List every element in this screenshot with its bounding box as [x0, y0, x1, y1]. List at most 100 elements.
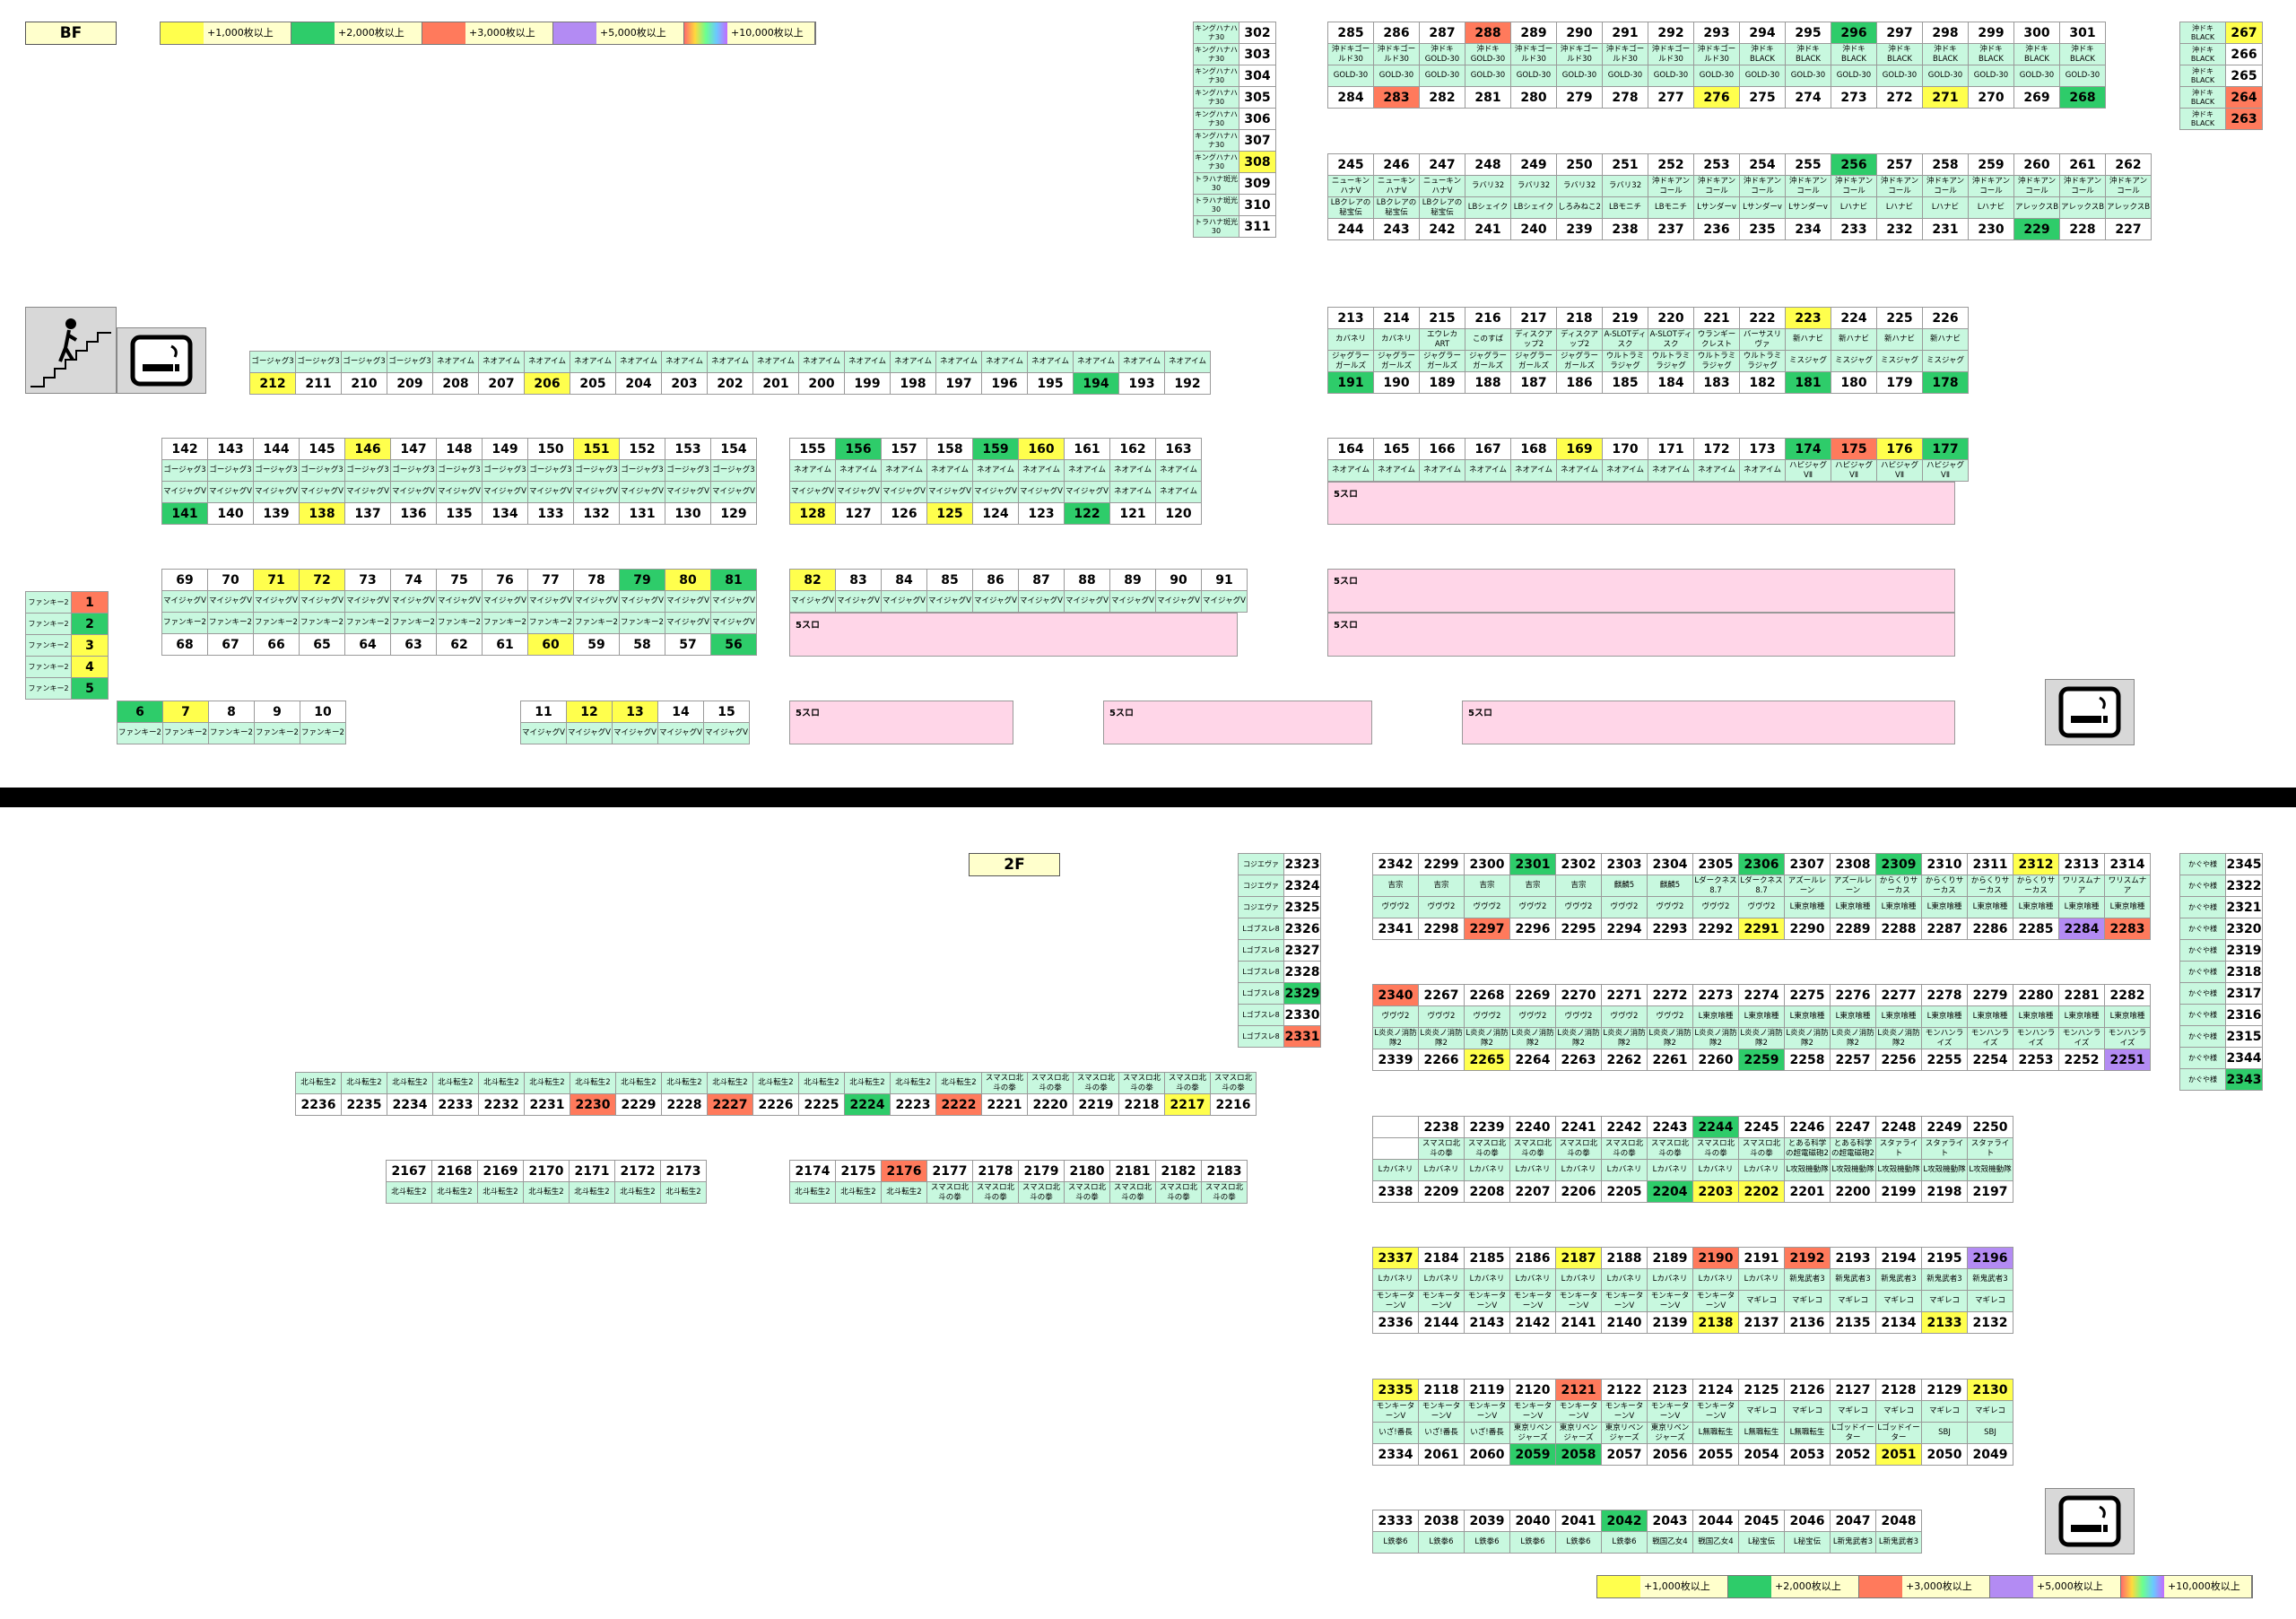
- machine-number[interactable]: 2304: [1647, 853, 1693, 875]
- machine-number[interactable]: 58: [619, 633, 665, 656]
- machine-number[interactable]: 193: [1118, 372, 1165, 395]
- machine-number[interactable]: 218: [1556, 307, 1603, 329]
- machine-number[interactable]: 2227: [707, 1093, 753, 1116]
- machine-number[interactable]: 2187: [1555, 1247, 1602, 1269]
- machine-number[interactable]: 183: [1693, 371, 1740, 394]
- machine-number[interactable]: 289: [1510, 22, 1557, 44]
- machine-number[interactable]: 86: [972, 569, 1019, 591]
- machine-number[interactable]: 235: [1739, 218, 1786, 240]
- machine-number[interactable]: 241: [1465, 218, 1511, 240]
- machine-number[interactable]: 2317: [2225, 982, 2263, 1005]
- machine-number[interactable]: 2041: [1555, 1510, 1602, 1532]
- machine-number[interactable]: 191: [1327, 371, 1374, 394]
- machine-number[interactable]: 2295: [1555, 918, 1602, 940]
- machine-number[interactable]: 160: [1018, 438, 1065, 460]
- machine-number[interactable]: 2276: [1830, 984, 1876, 1006]
- machine-number[interactable]: 2289: [1830, 918, 1876, 940]
- machine-number[interactable]: 214: [1373, 307, 1420, 329]
- machine-number[interactable]: 186: [1556, 371, 1603, 394]
- machine-number[interactable]: 237: [1648, 218, 1694, 240]
- machine-number[interactable]: 2128: [1875, 1379, 1922, 1401]
- machine-number[interactable]: 278: [1602, 86, 1648, 109]
- machine-number[interactable]: 126: [881, 502, 927, 525]
- machine-number[interactable]: 201: [752, 372, 799, 395]
- machine-number[interactable]: 2046: [1784, 1510, 1831, 1532]
- machine-number[interactable]: 271: [1922, 86, 1969, 109]
- machine-number[interactable]: 2287: [1921, 918, 1968, 940]
- machine-number[interactable]: 2268: [1464, 984, 1510, 1006]
- machine-number[interactable]: 292: [1648, 22, 1694, 44]
- machine-number[interactable]: 2047: [1830, 1510, 1876, 1532]
- machine-number[interactable]: 2300: [1464, 853, 1510, 875]
- machine-number[interactable]: 2319: [2225, 939, 2263, 962]
- machine-number[interactable]: 2204: [1647, 1180, 1693, 1203]
- machine-number[interactable]: 2229: [615, 1093, 662, 1116]
- machine-number[interactable]: 308: [1239, 151, 1276, 173]
- machine-number[interactable]: 179: [1876, 371, 1923, 394]
- machine-number[interactable]: 121: [1109, 502, 1156, 525]
- machine-number[interactable]: 2335: [1372, 1379, 1419, 1401]
- machine-number[interactable]: 2185: [1464, 1247, 1510, 1269]
- machine-number[interactable]: 2138: [1692, 1311, 1739, 1334]
- machine-number[interactable]: 311: [1239, 215, 1276, 238]
- machine-number[interactable]: 2179: [1018, 1160, 1065, 1182]
- machine-number[interactable]: 15: [703, 701, 750, 723]
- machine-number[interactable]: 199: [844, 372, 891, 395]
- machine-number[interactable]: 2278: [1921, 984, 1968, 1006]
- machine-number[interactable]: 2208: [1464, 1180, 1510, 1203]
- machine-number[interactable]: 287: [1419, 22, 1465, 44]
- machine-number[interactable]: 71: [253, 569, 300, 591]
- machine-number[interactable]: 9: [254, 701, 300, 723]
- machine-number[interactable]: 177: [1922, 438, 1969, 460]
- machine-number[interactable]: 286: [1373, 22, 1420, 44]
- machine-number[interactable]: 74: [390, 569, 437, 591]
- machine-number[interactable]: 65: [299, 633, 345, 656]
- machine-number[interactable]: 150: [527, 438, 574, 460]
- machine-number[interactable]: 63: [390, 633, 437, 656]
- machine-number[interactable]: 276: [1693, 86, 1740, 109]
- machine-number[interactable]: 2143: [1464, 1311, 1510, 1334]
- machine-number[interactable]: 2140: [1601, 1311, 1648, 1334]
- machine-number[interactable]: 151: [573, 438, 620, 460]
- machine-number[interactable]: 132: [573, 502, 620, 525]
- machine-number[interactable]: 302: [1239, 22, 1276, 44]
- machine-number[interactable]: 2262: [1601, 1049, 1648, 1071]
- machine-number[interactable]: 153: [665, 438, 711, 460]
- machine-number[interactable]: 262: [2105, 153, 2152, 176]
- machine-number[interactable]: 207: [478, 372, 525, 395]
- machine-number[interactable]: 2251: [2104, 1049, 2151, 1071]
- machine-number[interactable]: 2337: [1372, 1247, 1419, 1269]
- machine-number[interactable]: 87: [1018, 569, 1065, 591]
- machine-number[interactable]: 2057: [1601, 1443, 1648, 1466]
- machine-number[interactable]: 2246: [1784, 1116, 1831, 1138]
- machine-number[interactable]: 203: [661, 372, 708, 395]
- machine-number[interactable]: 11: [520, 701, 567, 723]
- machine-number[interactable]: 298: [1922, 22, 1969, 44]
- machine-number[interactable]: 216: [1465, 307, 1511, 329]
- machine-number[interactable]: 184: [1648, 371, 1694, 394]
- machine-number[interactable]: 161: [1064, 438, 1110, 460]
- machine-number[interactable]: 140: [207, 502, 254, 525]
- machine-number[interactable]: 2257: [1830, 1049, 1876, 1071]
- machine-number[interactable]: 2238: [1418, 1116, 1465, 1138]
- machine-number[interactable]: 2039: [1464, 1510, 1510, 1532]
- machine-number[interactable]: 2182: [1155, 1160, 1202, 1182]
- machine-number[interactable]: 2199: [1875, 1180, 1922, 1203]
- machine-number[interactable]: 2249: [1921, 1116, 1968, 1138]
- machine-number[interactable]: 2201: [1784, 1180, 1831, 1203]
- machine-number[interactable]: 156: [835, 438, 882, 460]
- machine-number[interactable]: 212: [249, 372, 296, 395]
- machine-number[interactable]: 123: [1018, 502, 1065, 525]
- machine-number[interactable]: 181: [1785, 371, 1831, 394]
- machine-number[interactable]: 2221: [981, 1093, 1028, 1116]
- machine-number[interactable]: 2263: [1555, 1049, 1602, 1071]
- machine-number[interactable]: 2269: [1509, 984, 1556, 1006]
- machine-number[interactable]: 2281: [2058, 984, 2105, 1006]
- machine-number[interactable]: 64: [344, 633, 391, 656]
- machine-number[interactable]: 187: [1510, 371, 1557, 394]
- machine-number[interactable]: 2206: [1555, 1180, 1602, 1203]
- machine-number[interactable]: 244: [1327, 218, 1374, 240]
- machine-number[interactable]: 148: [436, 438, 483, 460]
- machine-number[interactable]: 2178: [972, 1160, 1019, 1182]
- machine-number[interactable]: 242: [1419, 218, 1465, 240]
